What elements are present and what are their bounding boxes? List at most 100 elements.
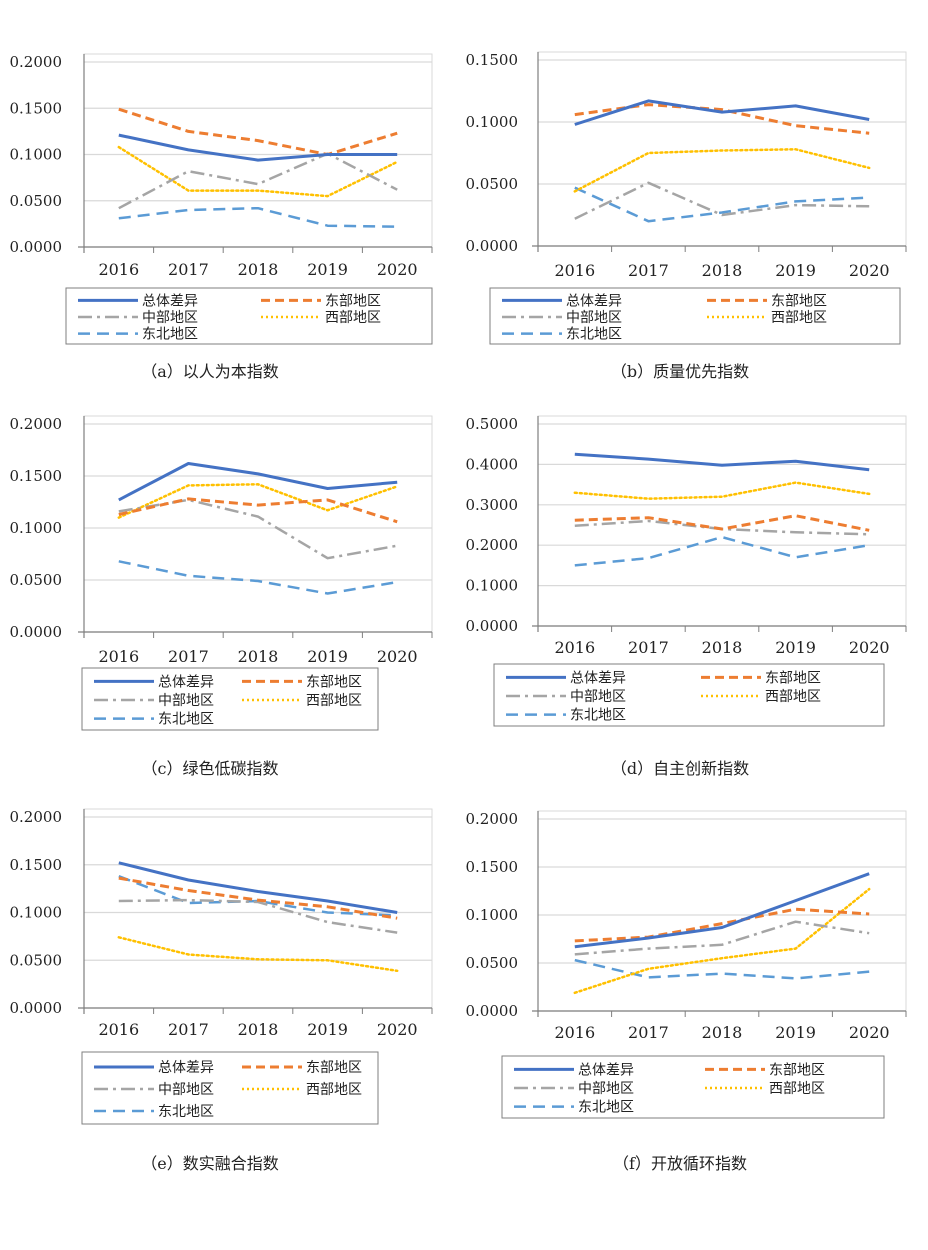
caption-e: （e）数实融合指数 — [141, 1154, 279, 1173]
y-tick-label: 0.1000 — [10, 519, 63, 537]
x-tick-label: 2018 — [238, 1020, 279, 1039]
legend-label: 总体差异 — [578, 1062, 634, 1078]
series-line-东部地区 — [118, 876, 398, 920]
series-line-东北地区 — [574, 535, 870, 567]
y-tick-label: 0.1000 — [466, 906, 519, 924]
plot-frame — [537, 51, 907, 247]
legend-label: 中部地区 — [158, 1082, 214, 1098]
series-line-中部地区 — [118, 898, 398, 934]
y-tick-label: 0.0000 — [10, 999, 63, 1017]
series-line-东部地区 — [574, 514, 870, 532]
legend-box — [501, 1055, 885, 1119]
chart-panel-e: 0.0000 0.0500 0.1000 0.1500 0.2000 2016 2017 20… — [0, 795, 440, 1130]
series-line-中部地区 — [574, 181, 870, 220]
x-tick-label: 2019 — [307, 1020, 348, 1039]
y-tick-label: 0.0500 — [10, 192, 63, 210]
y-tick-label: 0.0000 — [10, 238, 63, 256]
legend-label: 东北地区 — [158, 712, 214, 728]
y-tick-label: 0.0000 — [466, 617, 519, 635]
legend-label: 东北地区 — [158, 1104, 214, 1120]
x-tick-label: 2020 — [377, 260, 418, 279]
y-tick-label: 0.1000 — [466, 113, 519, 131]
y-tick-label: 0.2000 — [10, 808, 63, 826]
plot-frame — [83, 53, 433, 248]
series-line-东部地区 — [118, 497, 398, 524]
legend-label: 西部地区 — [325, 310, 381, 326]
chart-b: 0.0000 0.0500 0.1000 0.1500 2016 2017 2018 2019… — [466, 51, 907, 345]
x-tick-label: 2019 — [775, 261, 816, 280]
series-line-中部地区 — [574, 920, 870, 956]
legend-label: 西部地区 — [771, 310, 827, 326]
x-tick-label: 2018 — [702, 638, 743, 657]
series-line-西部地区 — [573, 148, 871, 193]
x-tick-label: 2017 — [628, 638, 669, 657]
x-tick-label: 2016 — [554, 1023, 595, 1042]
legend-label: 西部地区 — [769, 1081, 825, 1097]
chart-panel-b: 0.0000 0.0500 0.1000 0.1500 2016 2017 2018 2019… — [462, 38, 908, 350]
legend-label: 总体差异 — [570, 670, 626, 686]
x-tick-label: 2020 — [849, 1023, 890, 1042]
x-tick-label: 2018 — [238, 260, 279, 279]
chart-panel-c: 0.0000 0.0500 0.1000 0.1500 0.2000 2016 2017 20… — [0, 400, 440, 735]
legend-label: 中部地区 — [570, 689, 626, 705]
caption-f: （f）开放循环指数 — [613, 1154, 747, 1173]
y-tick-label: 0.1500 — [466, 858, 519, 876]
x-tick-label: 2019 — [775, 1023, 816, 1042]
y-tick-label: 0.0500 — [10, 571, 63, 589]
y-tick-label: 0.0500 — [466, 954, 519, 972]
legend-label: 西部地区 — [306, 693, 362, 709]
legend-label: 东北地区 — [578, 1100, 634, 1116]
series-line-东北地区 — [118, 206, 398, 228]
y-tick-label: 0.2000 — [10, 415, 63, 433]
x-tick-label: 2019 — [307, 647, 348, 666]
series-line-总体差异 — [574, 872, 870, 949]
x-tick-label: 2020 — [849, 638, 890, 657]
chart-panel-d: 0.0000 0.1000 0.2000 0.3000 0.4000 0.5000 2016… — [462, 400, 908, 735]
y-tick-label: 0.2000 — [466, 810, 519, 828]
x-tick-label: 2020 — [377, 1020, 418, 1039]
y-tick-label: 0.1000 — [466, 577, 519, 595]
series-line-西部地区 — [117, 483, 399, 519]
legend-label: 东部地区 — [769, 1062, 825, 1078]
y-tick-label: 0.3000 — [466, 496, 519, 514]
x-tick-label: 2018 — [238, 647, 279, 666]
legend-label: 东部地区 — [306, 1060, 362, 1076]
caption-b: （b）质量优先指数 — [610, 362, 750, 381]
series-line-西部地区 — [573, 887, 871, 995]
x-tick-label: 2016 — [98, 1020, 139, 1039]
series-line-东北地区 — [574, 958, 870, 980]
legend-box — [489, 287, 901, 345]
x-tick-label: 2016 — [98, 647, 139, 666]
legend-label: 西部地区 — [765, 689, 821, 705]
chart-c: 0.0000 0.0500 0.1000 0.1500 0.2000 2016 2017 20… — [10, 415, 433, 731]
chart-a: 0.0000 0.0500 0.1000 0.1500 0.2000 2016 2017 20… — [10, 53, 433, 345]
legend-label: 中部地区 — [578, 1081, 634, 1097]
series-line-东北地区 — [574, 186, 870, 223]
series-line-总体差异 — [118, 861, 398, 914]
x-tick-label: 2017 — [168, 1020, 209, 1039]
y-tick-label: 0.0000 — [466, 237, 519, 255]
y-tick-label: 0.1500 — [10, 99, 63, 117]
legend-label: 总体差异 — [566, 293, 622, 309]
caption-c: （c）绿色低碳指数 — [141, 759, 279, 778]
legend-label: 东部地区 — [325, 293, 381, 309]
chart-d: 0.0000 0.1000 0.2000 0.3000 0.4000 0.5000 2016… — [466, 415, 907, 727]
x-tick-label: 2016 — [98, 260, 139, 279]
series-line-总体差异 — [574, 99, 870, 126]
y-tick-label: 0.1500 — [466, 51, 519, 69]
legend-label: 总体差异 — [142, 293, 198, 309]
y-tick-label: 0.0000 — [10, 623, 63, 641]
series-line-中部地区 — [118, 152, 398, 210]
series-line-西部地区 — [117, 145, 399, 198]
legend-label: 东部地区 — [306, 674, 362, 690]
legend-label: 东部地区 — [765, 670, 821, 686]
y-tick-label: 0.2000 — [10, 53, 63, 71]
caption-a: （a）以人为本指数 — [141, 362, 279, 381]
x-tick-label: 2019 — [307, 260, 348, 279]
y-tick-label: 0.0500 — [10, 951, 63, 969]
x-tick-label: 2017 — [168, 260, 209, 279]
x-tick-label: 2017 — [168, 647, 209, 666]
series-line-东北地区 — [118, 560, 398, 595]
x-tick-label: 2020 — [377, 647, 418, 666]
x-tick-label: 2018 — [702, 261, 743, 280]
